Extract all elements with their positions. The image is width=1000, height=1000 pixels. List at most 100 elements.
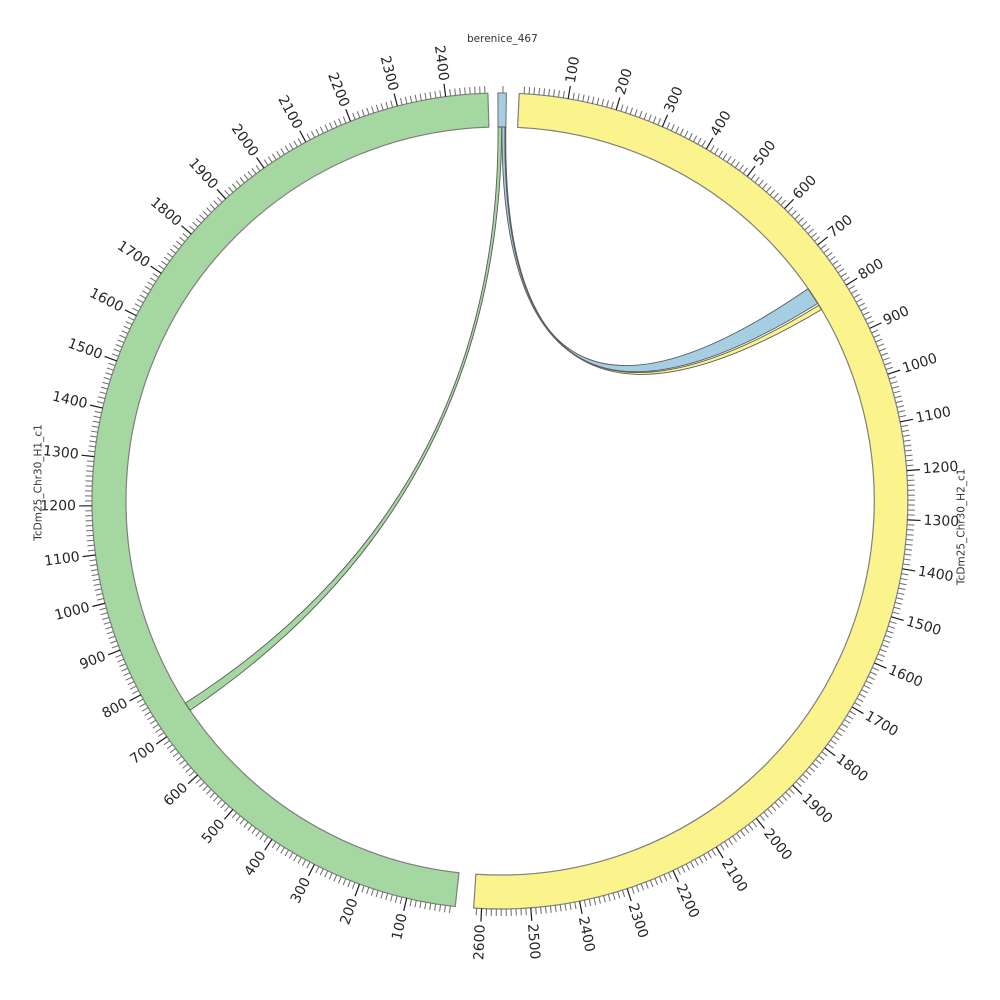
tick-minor xyxy=(648,114,652,122)
tick-minor xyxy=(106,367,114,371)
tick-minor xyxy=(289,143,294,150)
tick-minor xyxy=(385,101,389,109)
tick-minor xyxy=(380,891,384,899)
tick-minor xyxy=(897,592,905,596)
tick-minor xyxy=(865,680,873,685)
tick-minor xyxy=(444,905,446,913)
tick-minor xyxy=(347,880,351,888)
tick-minor xyxy=(338,876,342,884)
tick-minor xyxy=(328,872,333,880)
tick-label: 2100 xyxy=(274,93,305,132)
tick-minor xyxy=(562,90,565,99)
tick-minor xyxy=(213,795,219,802)
tick-minor xyxy=(361,885,365,893)
tick-minor xyxy=(738,164,744,171)
tick-major xyxy=(345,109,352,122)
tick-major xyxy=(223,809,234,820)
tick-minor xyxy=(166,252,174,258)
tick-label: 2600 xyxy=(471,924,489,960)
tick-minor xyxy=(129,685,137,690)
tick-major xyxy=(82,554,96,558)
tick-minor xyxy=(434,903,437,911)
tick-minor xyxy=(906,539,914,541)
tick-minor xyxy=(176,240,183,246)
tick-minor xyxy=(100,386,108,390)
tick-minor xyxy=(220,802,226,809)
tick-minor xyxy=(235,180,241,187)
tick-minor xyxy=(835,264,842,270)
tick-minor xyxy=(90,569,98,572)
tick-minor xyxy=(172,751,179,758)
tick-label: 1400 xyxy=(917,564,955,586)
tick-label: 1200 xyxy=(922,459,959,478)
tick-minor xyxy=(631,886,635,894)
tick-major xyxy=(715,846,724,859)
tick-minor xyxy=(147,281,154,287)
tick-minor xyxy=(139,294,147,299)
tick-label: 500 xyxy=(199,816,229,847)
tick-minor xyxy=(121,330,129,334)
tick-minor xyxy=(351,882,356,890)
tick-minor xyxy=(574,902,577,910)
tick-minor xyxy=(95,593,103,596)
tick-minor xyxy=(829,256,836,262)
tick-minor xyxy=(889,376,897,380)
tick-minor xyxy=(293,854,298,862)
tick-minor xyxy=(598,896,601,904)
tick-minor xyxy=(690,861,695,869)
tick-minor xyxy=(906,534,914,536)
tick-minor xyxy=(895,400,903,404)
tick-minor xyxy=(811,232,818,238)
tick-minor xyxy=(762,183,768,190)
tick-minor xyxy=(206,207,212,213)
tick-minor xyxy=(125,676,133,681)
tick-minor xyxy=(169,248,177,254)
tick-minor xyxy=(858,302,865,307)
tick-minor xyxy=(821,751,828,757)
tick-minor xyxy=(179,759,186,765)
tick-minor xyxy=(108,362,116,367)
tick-minor xyxy=(781,795,788,802)
tick-major xyxy=(615,97,621,111)
tick-minor xyxy=(235,815,241,822)
tick-minor xyxy=(554,905,557,913)
tick-minor xyxy=(688,133,693,140)
tick-major xyxy=(89,404,103,409)
tick-minor xyxy=(108,635,116,640)
tick-minor xyxy=(583,900,587,908)
tick-minor xyxy=(134,303,142,308)
tick-minor xyxy=(851,289,858,294)
tick-major xyxy=(124,309,137,317)
tick-minor xyxy=(901,573,909,576)
tick-minor xyxy=(338,118,342,126)
tick-minor xyxy=(553,89,555,97)
tick-minor xyxy=(86,539,94,542)
tick-minor xyxy=(797,217,804,224)
tick-minor xyxy=(778,798,784,805)
tick-minor xyxy=(152,273,159,278)
tick-minor xyxy=(185,767,192,773)
tick-minor xyxy=(342,878,347,886)
tick-minor xyxy=(315,866,320,874)
tick-major xyxy=(824,747,836,757)
tick-minor xyxy=(836,731,843,737)
tick-minor xyxy=(903,563,911,566)
tick-minor xyxy=(439,90,442,98)
tick-minor xyxy=(900,578,908,581)
tick-major xyxy=(746,165,756,177)
tick-minor xyxy=(88,445,96,448)
tick-minor xyxy=(419,93,422,101)
tick-minor xyxy=(742,167,748,174)
tick-minor xyxy=(843,276,850,282)
tick-minor xyxy=(188,225,195,231)
tick-major xyxy=(92,602,106,608)
tick-minor xyxy=(886,366,894,370)
tick-minor xyxy=(136,698,144,703)
tick-minor xyxy=(905,454,913,457)
tick-minor xyxy=(533,87,536,95)
tick-minor xyxy=(877,343,885,347)
tick-minor xyxy=(659,876,663,884)
tick-minor xyxy=(255,830,261,837)
tick-minor xyxy=(849,710,856,716)
tick-major xyxy=(530,907,533,921)
